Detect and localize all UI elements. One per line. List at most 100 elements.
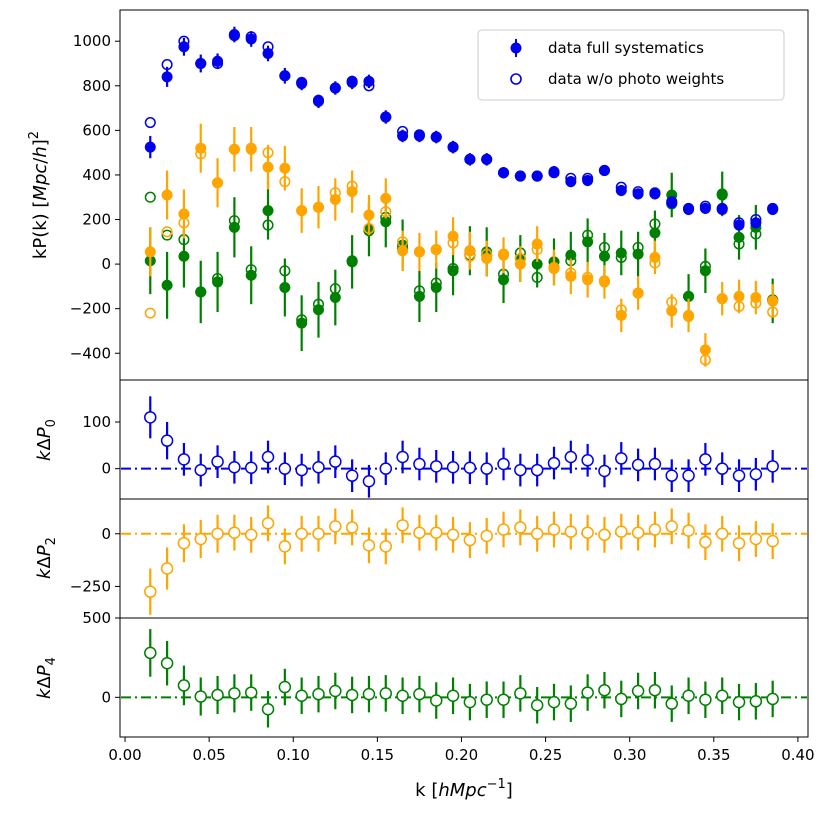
data-point-open [279,265,291,277]
residual-point [446,461,460,474]
legend: data full systematics data w/o photo wei… [477,29,785,101]
residual-point [329,455,342,468]
data-point-open [296,314,308,326]
data-point-open [649,257,661,269]
data-point-open [228,30,240,42]
delta-p4-y-axis-label: kΔP4 [34,657,59,699]
residual-point [715,527,729,541]
data-point-open [582,271,594,284]
residual-point [581,454,594,467]
main-y-axis-label: kP(k) [Mpc/h]2 [27,131,51,259]
data-point-open [699,354,711,366]
y-tick-label: 0 [101,688,111,706]
residual-point [429,460,443,473]
legend-entry-without-photo-weights: data w/o photo weights [548,70,724,88]
data-point-open [447,263,459,275]
residual-point [631,458,645,472]
delta-p4-panel: 0 500 kΔP4 [34,609,809,738]
residual-point [648,683,662,697]
residual-point [211,527,224,541]
data-point-open [565,172,577,184]
data-point-filled [750,292,762,304]
residual-point [379,540,393,553]
data-point-open [397,236,409,248]
data-point-filled [178,41,190,53]
data-point-filled [615,185,627,197]
residual-point [194,532,207,546]
residual-point [228,687,241,700]
data-point-filled [296,317,308,329]
residual-point [177,679,191,692]
residual-point [547,456,561,470]
data-point-open [144,117,156,129]
data-point-open [514,252,526,265]
data-point-open [481,248,493,260]
residual-point [699,453,712,466]
data-point-open [497,167,510,179]
residual-point [530,463,544,477]
data-point-filled [649,251,661,263]
x-tick-label: 0.05 [192,746,225,764]
data-point-open [312,94,325,106]
legend-filled-marker [510,42,522,54]
data-point-open [178,217,190,229]
data-point-open [363,222,375,234]
y-tick-label: 500 [82,609,111,627]
data-point-open [447,141,459,153]
y-tick-label: 0 [101,460,111,478]
residual-point [278,462,292,475]
residual-point [144,411,157,424]
data-point-filled [346,186,358,198]
data-point-open [346,255,358,267]
data-point-open [481,153,493,165]
residual-point [362,539,376,552]
residual-point [194,690,207,703]
residual-point [648,457,662,471]
residual-point [665,697,678,710]
data-point-open [178,35,190,47]
residual-point [312,461,325,474]
residual-point [160,562,174,575]
residual-point [211,688,224,702]
residual-point [160,434,174,447]
residual-point [413,526,426,539]
data-point-open [212,57,224,70]
residual-point [514,463,527,477]
residual-point [396,519,409,532]
residual-point [732,536,746,550]
residual-point [329,684,342,698]
delta-p2-y-axis: −250 0 [70,525,120,595]
data-point-open [716,189,728,201]
residual-point [261,702,275,716]
data-point-open [582,172,594,184]
data-point-filled [161,189,173,201]
data-point-open [497,248,510,260]
residual-point [766,460,779,473]
residual-point [732,695,746,709]
residual-point [396,450,409,464]
legend-entry-full-systematics: data full systematics [548,39,704,57]
data-point-open [195,57,207,70]
data-point-open [195,148,207,160]
data-point-open [346,75,358,87]
residual-point [312,527,325,541]
data-point-open [649,187,661,199]
x-tick-label: 0.30 [613,746,646,764]
data-point-open [430,277,442,289]
data-point-open [733,238,745,250]
series-p4-w-o-photo-weights [144,189,779,326]
data-point-open [615,304,627,316]
y-tick-label: 0 [101,255,111,273]
residual-point [295,689,308,702]
data-point-open [329,283,341,295]
residual-point [295,463,308,477]
main-plot-area [144,26,779,367]
data-point-filled [767,295,779,307]
data-point-filled [750,217,762,229]
data-point-open [329,187,341,199]
residual-point [598,464,611,478]
data-point-filled [413,290,425,302]
residual-point [497,523,510,536]
data-point-open [413,285,425,297]
x-axis-label: k [hMpc−1] [415,777,513,801]
